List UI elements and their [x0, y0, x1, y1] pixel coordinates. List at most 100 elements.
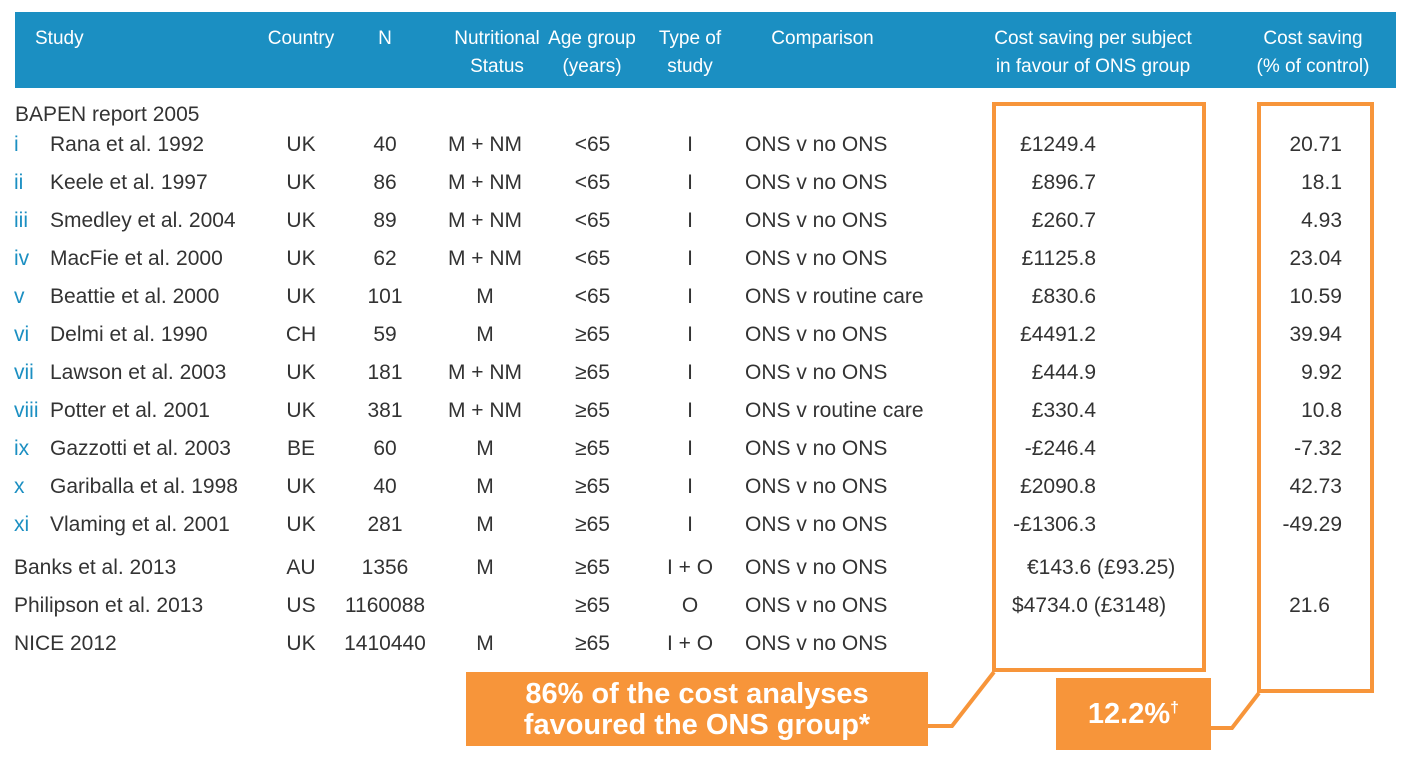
country-cell: US: [286, 594, 316, 617]
cost-saving-highlight-box: [992, 102, 1206, 672]
comparison-cell: ONS v no ONS: [745, 323, 888, 346]
study-type-cell: I: [687, 437, 693, 460]
row-number-cell: ix: [14, 437, 30, 460]
cost-saving-cell: £896.7: [1031, 171, 1096, 194]
nutritional-status-cell: M + NM: [447, 399, 523, 422]
study-type-cell: I + O: [666, 556, 714, 579]
study-name-cell: Banks et al. 2013: [14, 556, 177, 579]
study-type-cell: I: [687, 361, 693, 384]
sample-size-cell: 86: [373, 171, 397, 194]
sample-size-cell: 1410440: [344, 632, 426, 655]
country-cell: UK: [286, 399, 316, 422]
header-comparison: Comparison: [771, 28, 874, 49]
cost-saving-cell: $4734.0 (£3148): [1012, 594, 1167, 617]
cost-saving-cell: £830.6: [1031, 285, 1096, 308]
study-name-cell: Rana et al. 1992: [50, 133, 205, 156]
cost-saving-cell: £1125.8: [1021, 247, 1096, 270]
age-group-cell: <65: [574, 247, 611, 270]
cost-analyses-callout-line1: 86% of the cost analyses: [525, 678, 869, 710]
nutritional-status-cell: M + NM: [447, 247, 523, 270]
pct-saving-cell: -7.32: [1294, 437, 1342, 460]
mean-pct-callout: 12.2%†: [1056, 678, 1211, 750]
country-cell: UK: [286, 632, 316, 655]
sample-size-cell: 40: [373, 475, 397, 498]
age-group-cell: ≥65: [575, 475, 610, 498]
nutritional-status-cell: M + NM: [447, 361, 523, 384]
comparison-cell: ONS v no ONS: [745, 475, 888, 498]
age-group-cell: ≥65: [575, 594, 610, 617]
header-age-group: Age group (years): [537, 25, 647, 81]
country-cell: UK: [286, 513, 316, 536]
nutritional-status-cell: M + NM: [447, 171, 523, 194]
sample-size-cell: 101: [367, 285, 403, 308]
study-name-cell: Philipson et al. 2013: [14, 594, 204, 617]
row-number-cell: iii: [14, 209, 28, 232]
cost-saving-cell: -£246.4: [1024, 437, 1096, 460]
comparison-cell: ONS v no ONS: [745, 171, 888, 194]
study-name-cell: Gazzotti et al. 2003: [50, 437, 231, 460]
cost-saving-cell: -£1306.3: [1013, 513, 1096, 536]
row-number-cell: vi: [14, 323, 30, 346]
table-header: Study Country N Nutritional Status Age g…: [15, 12, 1396, 88]
study-type-cell: I: [687, 475, 693, 498]
pct-saving-cell: 23.04: [1289, 247, 1342, 270]
country-cell: UK: [286, 247, 316, 270]
study-name-cell: Beattie et al. 2000: [50, 285, 220, 308]
pct-saving-cell: 21.6: [1289, 594, 1330, 617]
sample-size-cell: 89: [373, 209, 397, 232]
age-group-cell: ≥65: [575, 323, 610, 346]
age-group-cell: ≥65: [575, 437, 610, 460]
sample-size-cell: 40: [373, 133, 397, 156]
mean-pct-value: 12.2%: [1087, 698, 1171, 730]
comparison-cell: ONS v no ONS: [745, 556, 888, 579]
sample-size-cell: 60: [373, 437, 397, 460]
study-name-cell: NICE 2012: [14, 632, 117, 655]
cost-analyses-callout: 86% of the cost analyses favoured the ON…: [466, 672, 928, 746]
nutritional-status-cell: M + NM: [447, 133, 523, 156]
nutritional-status-cell: M: [476, 513, 494, 536]
nutritional-status-cell: M: [476, 475, 494, 498]
study-name-cell: Lawson et al. 2003: [50, 361, 227, 384]
nutritional-status-cell: M: [476, 437, 494, 460]
sample-size-cell: 281: [367, 513, 403, 536]
row-number-cell: vii: [14, 361, 34, 384]
header-nutritional-status: Nutritional Status: [427, 25, 567, 81]
header-type-of-study-line1: Type of: [658, 28, 722, 49]
header-cost-saving-line1: Cost saving per subject: [994, 28, 1192, 49]
nutritional-status-cell: M: [476, 556, 494, 579]
pct-saving-cell: 18.1: [1301, 171, 1342, 194]
study-name-cell: Delmi et al. 1990: [50, 323, 208, 346]
country-cell: UK: [286, 209, 316, 232]
study-type-cell: I: [687, 171, 693, 194]
pct-saving-highlight-box: [1257, 102, 1374, 693]
country-cell: UK: [286, 133, 316, 156]
comparison-cell: ONS v no ONS: [745, 209, 888, 232]
row-number-cell: xi: [14, 513, 30, 536]
row-number-cell: v: [14, 285, 25, 308]
comparison-cell: ONS v no ONS: [745, 594, 888, 617]
cost-analyses-callout-line2: favoured the ONS group*: [523, 709, 871, 741]
sample-size-cell: 1160088: [344, 594, 426, 617]
pct-saving-cell: 39.94: [1289, 323, 1342, 346]
header-cost-saving-pct-line2: (% of control): [1256, 56, 1370, 77]
cost-saving-cell: £444.9: [1031, 361, 1096, 384]
age-group-cell: <65: [574, 133, 611, 156]
header-country: Country: [267, 28, 335, 49]
study-name-cell: Gariballa et al. 1998: [50, 475, 238, 498]
study-type-cell: I: [687, 323, 693, 346]
study-type-cell: I: [687, 399, 693, 422]
comparison-cell: ONS v no ONS: [745, 513, 888, 536]
country-cell: UK: [286, 361, 316, 384]
country-cell: UK: [286, 171, 316, 194]
header-cost-saving-pct-line1: Cost saving: [1263, 28, 1363, 49]
section-label: BAPEN report 2005: [15, 103, 200, 126]
study-type-cell: I + O: [666, 632, 714, 655]
header-cost-saving-line2: in favour of ONS group: [995, 56, 1191, 77]
sample-size-cell: 59: [373, 323, 397, 346]
age-group-cell: <65: [574, 171, 611, 194]
study-name-cell: Potter et al. 2001: [50, 399, 210, 422]
header-type-of-study-line2: study: [667, 56, 713, 77]
row-number-cell: x: [14, 475, 25, 498]
comparison-cell: ONS v no ONS: [745, 437, 888, 460]
sample-size-cell: 1356: [361, 556, 409, 579]
